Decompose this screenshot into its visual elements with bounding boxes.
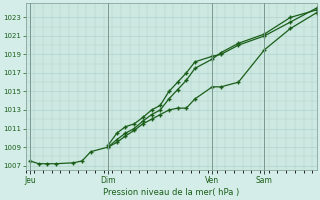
X-axis label: Pression niveau de la mer( hPa ): Pression niveau de la mer( hPa ) — [103, 188, 239, 197]
